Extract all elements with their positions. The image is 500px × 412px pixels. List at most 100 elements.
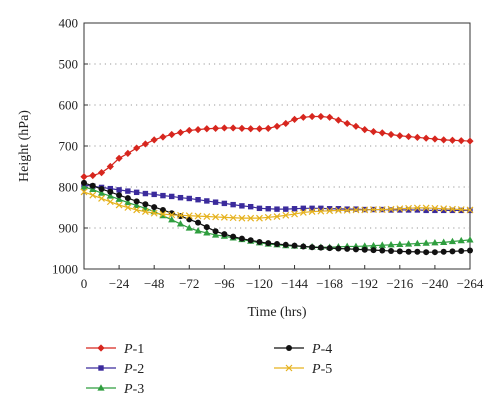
y-axis-ticks: 400 500 600 700 800 900 1000 xyxy=(52,16,88,277)
data-point xyxy=(440,205,448,213)
data-point xyxy=(176,220,185,227)
data-point xyxy=(80,173,88,181)
data-point xyxy=(291,242,298,249)
x-tick-label: −96 xyxy=(214,276,235,291)
data-point xyxy=(203,229,211,236)
y-tick-label: 700 xyxy=(59,139,79,154)
data-point xyxy=(168,130,176,139)
data-point xyxy=(221,200,228,207)
y-tick-label: 900 xyxy=(59,221,79,236)
data-point xyxy=(185,224,193,231)
data-point xyxy=(387,241,395,248)
data-point xyxy=(203,213,211,220)
data-point xyxy=(309,244,316,251)
data-point xyxy=(413,239,421,247)
data-point xyxy=(176,128,185,137)
data-point xyxy=(449,207,456,214)
data-point xyxy=(396,205,404,213)
data-point xyxy=(115,154,123,162)
y-tick-label: 600 xyxy=(59,98,79,113)
data-point xyxy=(431,249,438,256)
data-point xyxy=(247,214,255,222)
data-point xyxy=(186,195,192,202)
data-point xyxy=(308,208,316,216)
data-point xyxy=(230,201,236,208)
data-point xyxy=(286,345,292,351)
data-point xyxy=(160,192,166,199)
data-point xyxy=(141,140,150,148)
data-point xyxy=(229,124,237,132)
data-point xyxy=(239,203,245,209)
data-point xyxy=(423,249,430,256)
data-point xyxy=(265,240,272,247)
y-axis-title: Height (hPa) xyxy=(17,110,32,182)
data-point xyxy=(133,144,141,152)
data-point xyxy=(378,241,386,248)
data-point xyxy=(299,113,307,121)
data-point xyxy=(326,113,334,121)
data-point xyxy=(220,124,228,132)
data-point xyxy=(274,240,280,247)
y-tick-label: 400 xyxy=(59,16,79,31)
data-point xyxy=(282,211,290,219)
data-point xyxy=(98,186,105,193)
data-point xyxy=(448,136,457,144)
data-point xyxy=(194,126,202,134)
data-point xyxy=(388,247,395,254)
data-point xyxy=(238,124,246,132)
y-tick-label: 500 xyxy=(59,57,79,72)
data-point xyxy=(448,237,457,245)
data-point xyxy=(169,193,175,200)
x-tick-label: −72 xyxy=(179,276,199,291)
x-tick-label: −240 xyxy=(421,276,448,291)
data-point xyxy=(89,182,96,189)
data-point xyxy=(282,241,289,248)
data-point xyxy=(177,211,184,219)
data-point xyxy=(238,235,245,242)
data-point xyxy=(125,188,131,194)
data-point xyxy=(378,206,386,213)
data-point xyxy=(265,206,271,212)
legend-label: P-4 xyxy=(311,342,332,357)
data-point xyxy=(431,238,439,246)
data-point xyxy=(168,216,176,223)
data-point xyxy=(318,205,324,212)
data-point xyxy=(413,133,421,141)
data-point xyxy=(317,207,325,215)
data-point xyxy=(335,206,342,212)
data-point xyxy=(457,206,465,213)
data-point xyxy=(256,214,263,222)
x-tick-label: −48 xyxy=(144,276,164,291)
data-point xyxy=(274,206,280,212)
data-point xyxy=(81,179,87,186)
legend-label: P-1 xyxy=(123,342,144,357)
x-tick-label: −264 xyxy=(457,276,484,291)
series-P-1 xyxy=(80,112,474,181)
data-point xyxy=(116,187,122,193)
data-point xyxy=(247,237,254,244)
x-tick-label: −168 xyxy=(316,276,343,291)
data-point xyxy=(80,188,88,196)
series-P-5 xyxy=(80,188,474,222)
data-point xyxy=(432,207,438,214)
data-point xyxy=(326,206,333,212)
data-point xyxy=(344,245,351,252)
data-point xyxy=(361,242,369,249)
data-point xyxy=(317,244,324,251)
legend-item-P-2: P-2 xyxy=(86,362,144,377)
data-point xyxy=(133,189,140,196)
legend-item-P-3: P-3 xyxy=(86,382,144,397)
data-point xyxy=(378,129,386,137)
data-point xyxy=(89,185,97,193)
data-point xyxy=(285,364,293,372)
data-point xyxy=(247,203,254,210)
data-point xyxy=(396,248,403,255)
data-point xyxy=(106,192,114,199)
data-point xyxy=(256,205,263,212)
data-point xyxy=(405,248,412,255)
data-point xyxy=(466,137,474,145)
x-axis-title: Time (hrs) xyxy=(248,305,307,320)
data-point xyxy=(194,212,202,220)
data-point xyxy=(291,206,298,212)
